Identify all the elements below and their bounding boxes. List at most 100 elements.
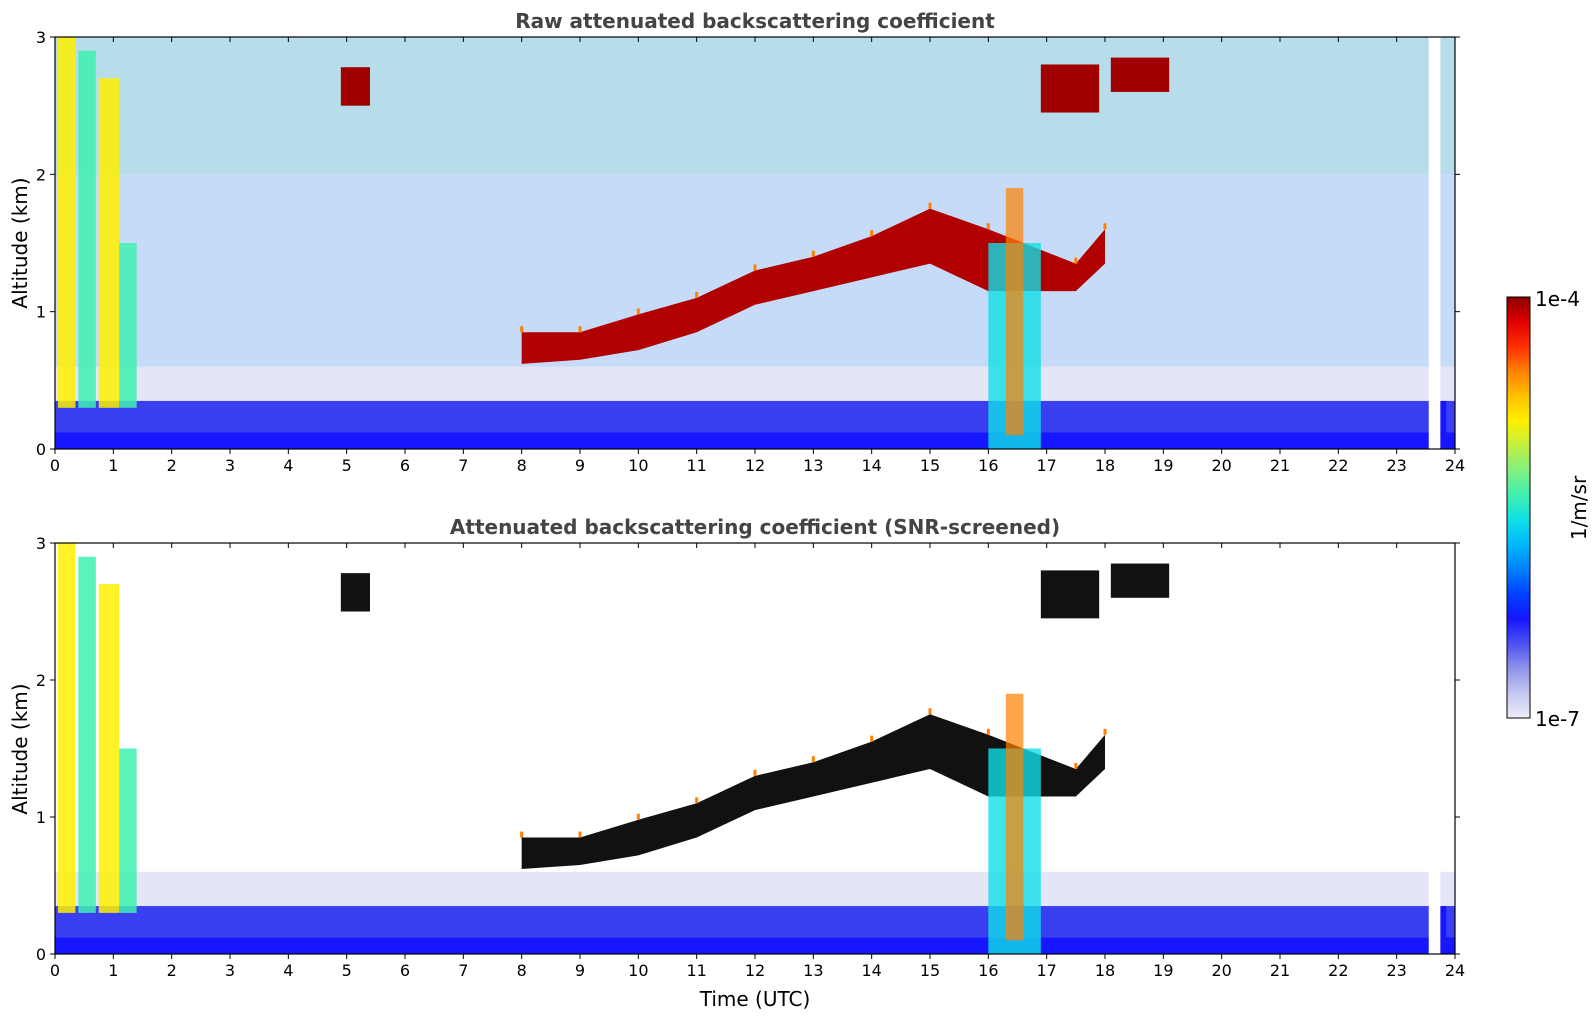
panel2-y-label: Altitude (km) [8,683,32,814]
y-tick-label: 3 [36,28,46,47]
x-tick-label: 2 [167,961,177,980]
x-tick-label: 14 [861,961,881,980]
y-tick-label: 2 [36,165,46,184]
precipitation-streak [57,37,76,408]
data-gap [1428,37,1441,449]
y-tick-label: 2 [36,671,46,690]
x-tick-label: 17 [1036,961,1056,980]
precipitation-streak [98,78,120,408]
raw-backscatter-field [55,37,1455,449]
x-tick-label: 10 [628,456,648,475]
x-tick-label: 18 [1095,961,1115,980]
x-tick-label: 9 [575,961,585,980]
data-gap [1428,543,1441,954]
x-tick-label: 4 [283,961,293,980]
x-tick-label: 21 [1270,456,1290,475]
precipitation-core [1005,188,1024,436]
x-tick-label: 3 [225,961,235,980]
upper-cloud-layer [340,573,370,612]
precipitation-streak [78,50,96,408]
x-tick-label: 16 [978,961,998,980]
x-tick-label: 11 [686,456,706,475]
x-tick-label: 7 [458,456,468,475]
x-tick-label: 13 [803,961,823,980]
x-tick-label: 22 [1328,456,1348,475]
x-tick-label: 13 [803,456,823,475]
colorbar-min-label: 1e-7 [1535,707,1580,731]
upper-cloud-layer [1110,563,1170,598]
panel1-title: Raw attenuated backscattering coefficien… [515,9,995,33]
panel2-title: Attenuated backscattering coefficient (S… [450,515,1060,539]
raw-backscatter-panel: Raw attenuated backscattering coefficien… [8,9,1465,475]
x-tick-label: 24 [1445,456,1465,475]
x-tick-label: 24 [1445,961,1465,980]
x-tick-label: 11 [686,961,706,980]
x-tick-label: 1 [108,456,118,475]
late-profile [1440,400,1447,449]
colorbar-units-label: 1/m/sr [1567,475,1591,540]
x-tick-label: 19 [1153,456,1173,475]
x-tick-label: 2 [167,456,177,475]
colorbar-max-label: 1e-4 [1535,287,1580,311]
precipitation-streak [119,243,137,408]
x-tick-label: 8 [517,961,527,980]
x-tick-label: 21 [1270,961,1290,980]
x-tick-label: 5 [342,456,352,475]
x-tick-label: 20 [1211,456,1231,475]
panel1-x-axis: 0 1 2 3 4 5 6 7 8 9 10 11 12 13 14 15 16 17 18 19 20 21 22 23 24 [50,37,1465,475]
y-tick-label: 1 [36,303,46,322]
x-tick-label: 14 [861,456,881,475]
x-tick-label: 0 [50,456,60,475]
x-tick-label: 4 [283,456,293,475]
x-tick-label: 18 [1095,456,1115,475]
x-tick-label: 1 [108,961,118,980]
x-tick-label: 12 [745,961,765,980]
x-tick-label: 22 [1328,961,1348,980]
x-tick-label: 8 [517,456,527,475]
colorbar: 1e-4 1e-7 1/m/sr [1506,287,1591,731]
y-tick-label: 3 [36,534,46,553]
y-tick-label: 0 [36,945,46,964]
x-tick-label: 6 [400,456,410,475]
x-tick-label: 9 [575,456,585,475]
screened-backscatter-panel: Attenuated backscattering coefficient (S… [8,515,1465,1011]
precipitation-streak [98,584,120,913]
x-tick-label: 23 [1386,456,1406,475]
x-tick-label: 7 [458,961,468,980]
panel1-y-label: Altitude (km) [8,177,32,308]
low-cloud-layer [521,208,1105,364]
x-tick-label: 16 [978,456,998,475]
x-tick-label: 17 [1036,456,1056,475]
panel2-y-axis: 0 1 2 3 [36,534,1460,964]
x-tick-label: 15 [920,456,940,475]
precipitation-streak [78,556,96,913]
low-cloud-layer [521,714,1105,870]
x-tick-label: 3 [225,456,235,475]
x-tick-label: 6 [400,961,410,980]
x-tick-label: 12 [745,456,765,475]
upper-cloud-layer [340,67,370,106]
precipitation-core [1005,693,1024,941]
x-tick-label: 15 [920,961,940,980]
near-surface-band [55,937,1455,954]
near-surface-band [55,432,1455,449]
x-tick-label: 10 [628,961,648,980]
x-tick-label: 20 [1211,961,1231,980]
late-profile [1440,906,1447,954]
precipitation-streak [119,748,137,913]
upper-noise-band [55,37,1455,175]
y-tick-label: 1 [36,808,46,827]
panel2-x-label: Time (UTC) [699,987,811,1011]
x-tick-label: 19 [1153,961,1173,980]
upper-cloud-layer [1110,57,1170,92]
panel2-x-axis: 0 1 2 3 4 5 6 7 8 9 10 11 12 13 14 15 16 17 18 19 20 21 22 23 24 [50,543,1465,980]
x-tick-label: 23 [1386,961,1406,980]
precipitation-streak [57,543,76,913]
x-tick-label: 5 [342,961,352,980]
x-tick-label: 0 [50,961,60,980]
colorbar-bar [1506,296,1531,719]
panel1-y-axis: 0 1 2 3 [36,28,1460,459]
screened-backscatter-field [55,543,1455,954]
y-tick-label: 0 [36,440,46,459]
